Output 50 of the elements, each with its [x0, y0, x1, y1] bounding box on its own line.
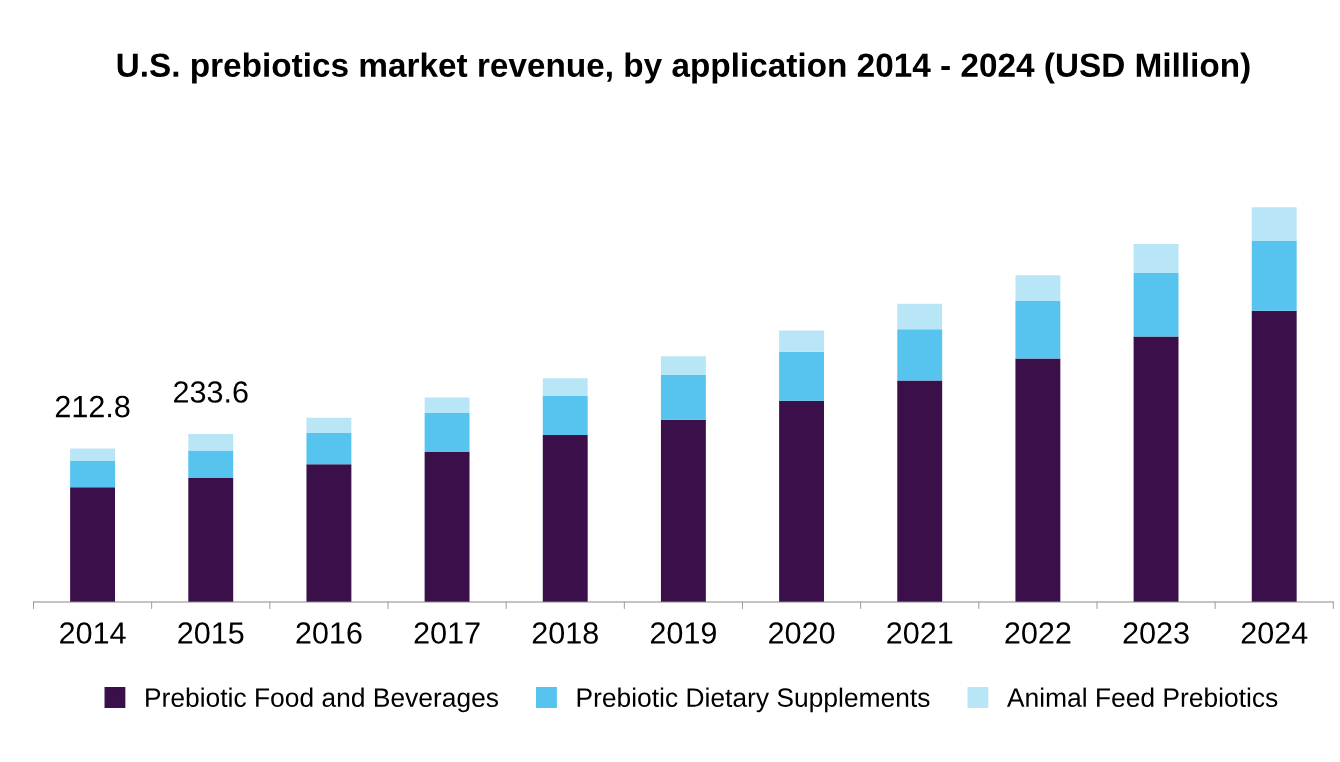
bar	[660, 356, 706, 376]
bar	[779, 330, 825, 352]
bar	[897, 329, 943, 381]
bar	[542, 396, 588, 436]
bar	[779, 400, 825, 602]
chart-title: U.S. prebiotics market revenue, by application 2014 - 2024 (USD Million)	[117, 52, 1250, 84]
bar	[1015, 275, 1061, 301]
bar	[70, 461, 116, 488]
bar	[1251, 207, 1297, 241]
x-tick-label: 2014	[60, 622, 126, 644]
bar	[1133, 336, 1179, 602]
bar	[188, 433, 234, 451]
x-tick-label: 2018	[532, 622, 598, 644]
x-tick-label: 2015	[178, 622, 244, 644]
bar	[1133, 272, 1179, 337]
bar	[1015, 300, 1061, 359]
legend-label: Prebiotic Dietary Supplements	[577, 687, 930, 713]
bar	[1251, 240, 1297, 311]
x-tick-label: 2022	[1005, 622, 1071, 644]
x-tick-label: 2019	[650, 622, 716, 644]
legend-label: Animal Feed Prebiotics	[1006, 687, 1278, 707]
bar	[188, 450, 234, 479]
bar	[70, 487, 116, 602]
bar	[306, 433, 352, 465]
legend-label: Prebiotic Food and Beverages	[146, 687, 499, 713]
bar	[70, 448, 116, 462]
bar	[424, 452, 470, 602]
annotation: 212.8	[55, 395, 130, 418]
bar	[424, 412, 470, 453]
x-tick-label: 2023	[1123, 622, 1189, 644]
annotation: 233.6	[174, 381, 248, 403]
bar	[897, 303, 943, 330]
bar	[779, 351, 825, 401]
bar	[1133, 244, 1179, 273]
x-tick-label: 2017	[414, 622, 480, 644]
bar	[1015, 358, 1061, 602]
bar	[1251, 310, 1297, 602]
bar	[542, 378, 588, 396]
bar	[424, 397, 470, 413]
x-tick-label: 2016	[296, 622, 362, 644]
bar	[306, 417, 352, 434]
x-tick-label: 2021	[887, 622, 953, 644]
bar	[897, 380, 943, 602]
bar	[188, 478, 234, 602]
bar	[660, 419, 706, 602]
bar	[542, 435, 588, 602]
bar	[660, 375, 706, 420]
x-tick-label: 2020	[769, 622, 835, 644]
bar	[306, 464, 352, 602]
x-tick-label: 2024	[1241, 622, 1308, 644]
